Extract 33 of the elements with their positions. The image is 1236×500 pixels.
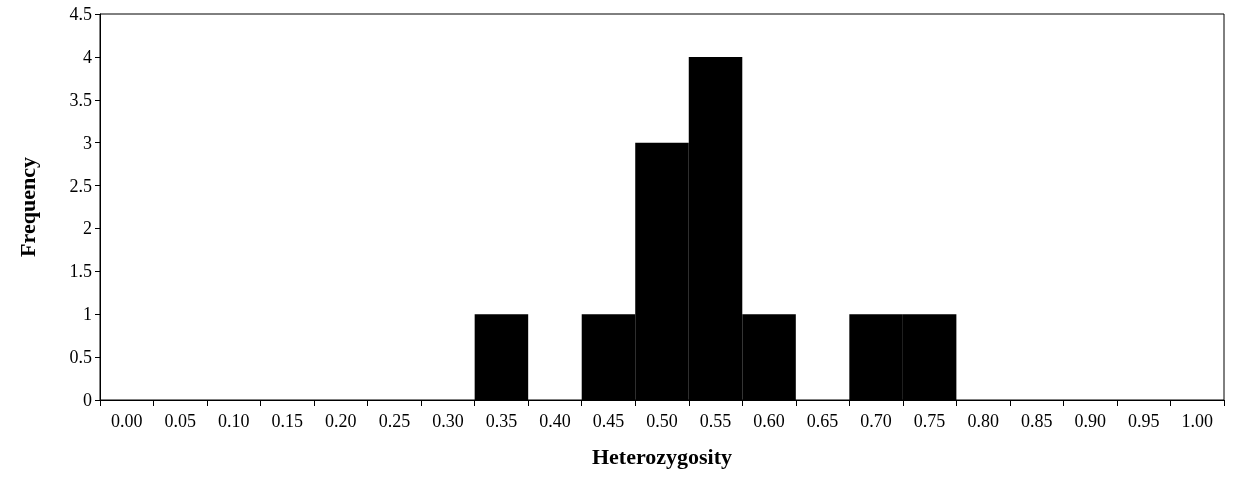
x-tick-label: 0.65 bbox=[806, 411, 839, 431]
x-tick-label: 0.75 bbox=[913, 411, 946, 431]
x-tick-label: 0.00 bbox=[111, 411, 143, 431]
y-tick-label: 1.5 bbox=[69, 261, 92, 282]
x-tick-label: 0.45 bbox=[592, 411, 625, 431]
x-tick-label: 0.05 bbox=[164, 411, 197, 431]
y-tick-label: 1 bbox=[83, 304, 92, 325]
x-tick-label: 0.70 bbox=[860, 411, 892, 431]
y-tick-label: 4.5 bbox=[69, 4, 92, 24]
x-tick-label: 0.95 bbox=[1127, 411, 1160, 431]
x-tick-label: 0.20 bbox=[325, 411, 357, 431]
y-tick-label: 3 bbox=[83, 132, 92, 153]
x-tick-label: 0.85 bbox=[1020, 411, 1053, 431]
x-tick-label: 0.90 bbox=[1074, 411, 1106, 431]
x-tick-label: 0.50 bbox=[646, 411, 678, 431]
x-tick-label: 1.00 bbox=[1181, 411, 1213, 431]
y-tick-label: 0 bbox=[83, 390, 92, 410]
y-axis-title: Frequency bbox=[14, 157, 40, 257]
x-tick-label: 0.60 bbox=[753, 411, 785, 431]
x-tick-label: 0.25 bbox=[378, 411, 411, 431]
y-tick-label: 4 bbox=[83, 46, 92, 67]
x-tick-label: 0.80 bbox=[967, 411, 999, 431]
x-tick-label: 0.15 bbox=[271, 411, 304, 431]
y-tick-label: 2 bbox=[83, 218, 92, 239]
y-tick-label: 3.5 bbox=[69, 89, 92, 110]
x-tick-label: 0.30 bbox=[432, 411, 464, 431]
x-tick-label: 0.40 bbox=[539, 411, 571, 431]
x-tick-label: 0.10 bbox=[218, 411, 250, 431]
x-tick-label: 0.35 bbox=[485, 411, 518, 431]
x-axis-title: Heterozygosity bbox=[591, 443, 733, 469]
y-tick-label: 2.5 bbox=[69, 175, 92, 196]
x-tick-label: 0.55 bbox=[699, 411, 732, 431]
y-tick-label: 0.5 bbox=[69, 347, 92, 368]
